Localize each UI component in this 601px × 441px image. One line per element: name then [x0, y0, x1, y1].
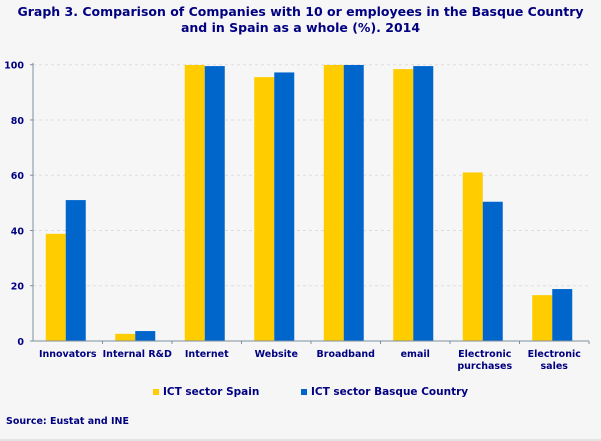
- y-tick-label: 60: [11, 171, 25, 182]
- y-tick-label: 80: [11, 116, 25, 127]
- bar-spain: [184, 64, 205, 341]
- chart-title: Graph 3. Comparison of Companies with 10…: [0, 4, 601, 36]
- bottom-divider: [0, 439, 601, 441]
- bar-spain: [323, 64, 344, 341]
- legend-item-basque: ICT sector Basque Country: [301, 386, 468, 398]
- legend-swatch-spain: [153, 389, 159, 395]
- x-category-label: sales: [541, 361, 569, 372]
- bar-basque: [65, 200, 86, 341]
- chart-title-line-1: Graph 3. Comparison of Companies with 10…: [17, 4, 584, 19]
- x-category-label: Electronic: [458, 349, 511, 360]
- bar-spain: [462, 172, 483, 341]
- x-category-label: Broadband: [317, 349, 375, 360]
- x-category-label: email: [401, 349, 430, 360]
- bar-basque: [343, 64, 364, 341]
- bar-basque: [552, 289, 573, 341]
- y-tick-label: 0: [17, 337, 24, 348]
- x-category-label: purchases: [457, 361, 512, 372]
- bar-basque: [274, 72, 295, 341]
- y-tick-label: 20: [11, 282, 25, 293]
- x-category-label: Internal R&D: [103, 349, 172, 360]
- legend-label-spain: ICT sector Spain: [163, 386, 260, 398]
- bar-spain: [115, 333, 136, 341]
- bar-spain: [532, 295, 553, 341]
- x-category-label: Website: [255, 349, 298, 360]
- source-note: Source: Eustat and INE: [6, 416, 129, 427]
- bar-basque: [482, 201, 503, 341]
- legend-label-basque: ICT sector Basque Country: [311, 386, 469, 398]
- chart-title-line-2: and in Spain as a whole (%). 2014: [180, 20, 421, 35]
- x-category-label: Innovators: [39, 349, 97, 360]
- bar-spain: [45, 233, 66, 341]
- x-category-label: Internet: [185, 349, 229, 360]
- bar-spain: [393, 69, 414, 342]
- bar-basque: [135, 331, 156, 341]
- y-tick-label: 40: [11, 226, 25, 237]
- bar-basque: [413, 66, 434, 342]
- legend-swatch-basque: [301, 389, 307, 395]
- bar-basque: [204, 66, 225, 342]
- legend-item-spain: ICT sector Spain: [153, 386, 259, 398]
- y-tick-label: 100: [4, 61, 24, 72]
- bar-spain: [254, 77, 275, 342]
- x-category-label: Electronic: [528, 349, 581, 360]
